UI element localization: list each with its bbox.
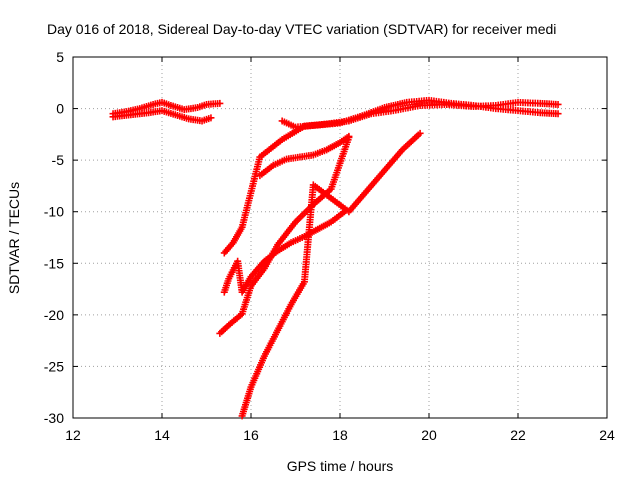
data-point <box>554 100 562 108</box>
series-arc-2 <box>220 98 562 257</box>
x-tick-label: 14 <box>154 427 170 443</box>
x-tick-label: 22 <box>510 427 526 443</box>
data-point <box>554 110 562 118</box>
y-tick-label: -15 <box>44 255 64 271</box>
series-arc-2b <box>278 96 562 131</box>
y-tick-label: -10 <box>44 204 64 220</box>
x-tick-label: 12 <box>65 427 81 443</box>
y-tick-label: -20 <box>44 307 64 323</box>
chart-title: Day 016 of 2018, Sidereal Day-to-day VTE… <box>47 21 556 37</box>
y-tick-label: 5 <box>56 49 64 65</box>
data-points <box>109 96 562 420</box>
data-point <box>416 129 424 137</box>
y-tick-label: -25 <box>44 358 64 374</box>
y-axis-label: SDTVAR / TECUs <box>6 182 22 294</box>
data-point <box>345 132 353 140</box>
data-point <box>207 114 215 122</box>
series-arc-1b <box>109 107 215 125</box>
x-tick-label: 24 <box>599 427 615 443</box>
y-tick-label: 0 <box>56 101 64 117</box>
series-arc-5 <box>238 129 424 420</box>
axes: 12 14 16 18 20 22 24 5 0 -5 -10 -15 -20 -25 -30 <box>44 49 615 443</box>
y-tick-label: -5 <box>52 152 65 168</box>
x-tick-label: 16 <box>243 427 259 443</box>
series-arc-6 <box>256 132 353 180</box>
x-tick-label: 20 <box>421 427 437 443</box>
series-arc-3 <box>220 208 348 296</box>
y-tick-label: -30 <box>44 410 64 426</box>
data-point <box>216 99 224 107</box>
x-axis-label: GPS time / hours <box>287 458 394 474</box>
x-tick-label: 18 <box>332 427 348 443</box>
